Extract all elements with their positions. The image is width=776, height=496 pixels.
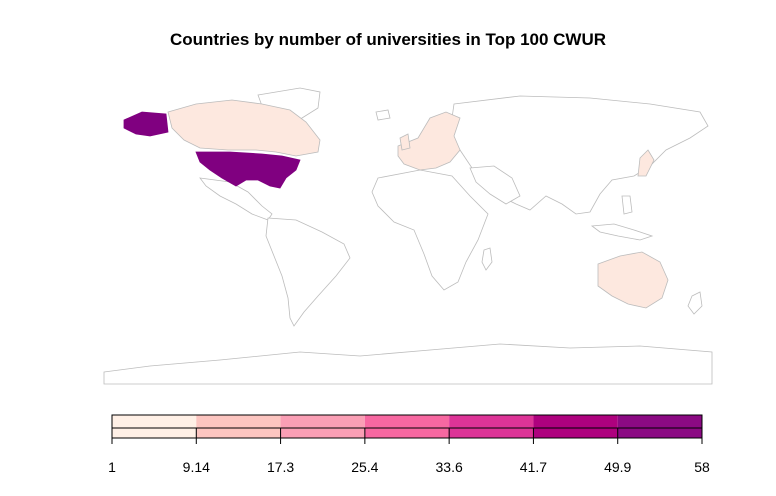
- south-america: [265, 217, 351, 327]
- antarctica: [103, 343, 713, 385]
- legend-swatch: [533, 415, 618, 438]
- alaska: [123, 111, 169, 137]
- legend-swatch: [364, 415, 450, 438]
- legend-tick-label: 41.7: [520, 459, 547, 475]
- philippines: [621, 195, 633, 215]
- uk: [399, 133, 411, 151]
- middle-east: [469, 165, 521, 205]
- africa: [371, 169, 489, 291]
- legend-swatch: [196, 415, 281, 438]
- australia: [597, 251, 669, 309]
- legend-tick-label: 1: [108, 459, 116, 475]
- madagascar: [481, 247, 493, 271]
- legend-swatch: [280, 415, 365, 438]
- europe: [397, 111, 461, 171]
- indonesia: [590, 223, 654, 241]
- japan: [637, 149, 655, 177]
- map-title: Countries by number of universities in T…: [169, 30, 607, 49]
- legend-tick-label: 33.6: [436, 459, 463, 475]
- world-map: [103, 87, 713, 385]
- legend-tick-label: 58: [694, 459, 710, 475]
- legend-swatch: [617, 415, 702, 438]
- legend-swatch: [449, 415, 534, 438]
- legend-tick-label: 49.9: [604, 459, 631, 475]
- legend-tick-label: 9.14: [183, 459, 210, 475]
- usa: [195, 151, 301, 189]
- new-zealand: [687, 291, 703, 315]
- legend-tick-label: 25.4: [351, 459, 378, 475]
- legend-frame: [111, 414, 703, 439]
- iceland: [375, 109, 391, 121]
- canada: [167, 99, 321, 157]
- legend-swatch: [112, 415, 197, 438]
- legend-tick-label: 17.3: [267, 459, 294, 475]
